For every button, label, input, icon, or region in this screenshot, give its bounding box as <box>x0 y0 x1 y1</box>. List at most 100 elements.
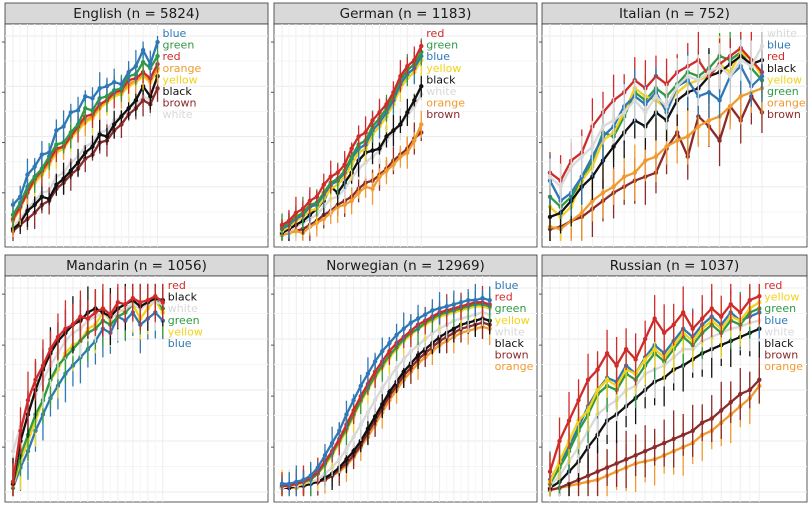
series-label-green: green <box>168 314 200 327</box>
series-red <box>279 40 424 232</box>
data-point <box>419 122 424 127</box>
data-point <box>759 43 765 49</box>
data-point <box>365 410 371 415</box>
plot-area <box>273 23 538 248</box>
data-point <box>68 110 74 115</box>
series-label-black: black <box>168 291 198 304</box>
data-point <box>706 118 712 123</box>
data-point <box>387 375 392 380</box>
data-point <box>674 138 680 143</box>
data-point <box>700 420 705 425</box>
data-point <box>351 449 356 454</box>
series-label-brown: brown <box>764 349 798 362</box>
data-point <box>643 158 648 163</box>
data-point <box>642 449 648 454</box>
data-point <box>717 138 722 143</box>
data-point <box>604 351 610 356</box>
series-label-orange: orange <box>426 97 465 110</box>
data-point <box>370 148 375 153</box>
data-point <box>119 122 124 127</box>
data-point <box>133 63 139 69</box>
series-label-orange: orange <box>767 97 806 110</box>
data-point <box>54 182 59 187</box>
data-point <box>444 304 449 309</box>
series-label-green: green <box>767 85 799 98</box>
data-point <box>32 202 37 208</box>
data-point <box>335 204 340 210</box>
data-point <box>380 385 385 391</box>
data-point <box>652 444 657 450</box>
data-point <box>480 296 485 301</box>
series-label-white: white <box>163 108 193 121</box>
data-point <box>286 218 292 224</box>
data-point <box>370 118 375 123</box>
data-point <box>419 84 424 89</box>
data-point <box>423 312 428 317</box>
series-label-red: red <box>767 50 785 63</box>
data-point <box>279 481 285 487</box>
data-point <box>372 369 378 374</box>
series-label-red: red <box>168 279 186 292</box>
series-white <box>547 31 765 210</box>
data-point <box>585 377 591 382</box>
data-point <box>55 334 61 340</box>
data-point <box>349 198 354 204</box>
data-point <box>621 110 627 115</box>
data-point <box>130 296 136 301</box>
data-point <box>398 154 403 159</box>
data-point <box>293 210 299 216</box>
data-point <box>126 106 131 111</box>
data-point <box>706 90 712 95</box>
data-point <box>643 110 648 115</box>
data-point <box>18 428 23 433</box>
panel-title: Russian (n = 1037) <box>610 258 740 274</box>
data-point <box>590 144 595 149</box>
data-point <box>25 208 30 214</box>
data-point <box>757 293 762 299</box>
series-label-yellow: yellow <box>163 73 198 86</box>
data-point <box>408 349 414 354</box>
data-point <box>717 63 722 69</box>
data-point <box>351 434 356 440</box>
data-point <box>611 184 616 189</box>
series-label-blue: blue <box>426 50 450 63</box>
data-point <box>155 53 160 59</box>
data-point <box>33 377 38 382</box>
data-point <box>614 363 619 368</box>
data-point <box>68 168 74 173</box>
data-point <box>61 124 66 129</box>
data-point <box>32 174 37 179</box>
data-point <box>401 357 406 362</box>
panel-5: Norwegian (n = 12969) blueredgreenyelloww… <box>271 254 538 503</box>
data-point <box>100 306 106 311</box>
data-point <box>661 440 667 446</box>
data-point <box>623 457 629 462</box>
data-point <box>145 298 151 303</box>
series-label-white: white <box>495 325 525 338</box>
data-point <box>365 426 371 431</box>
series-label-blue: blue <box>495 279 519 292</box>
data-point <box>18 194 23 199</box>
data-point <box>365 371 371 376</box>
data-point <box>342 162 347 167</box>
data-point <box>405 110 410 115</box>
data-point <box>40 363 46 368</box>
data-point <box>300 206 306 212</box>
data-point <box>642 336 648 342</box>
data-point <box>430 308 435 313</box>
data-point <box>430 330 435 336</box>
data-point <box>759 74 765 79</box>
data-point <box>349 146 354 151</box>
data-point <box>405 150 410 155</box>
panel-title: German (n = 1183) <box>340 6 472 22</box>
series-label-blue: blue <box>163 27 187 40</box>
data-point <box>412 104 417 109</box>
data-point <box>97 86 102 91</box>
series-label-orange: orange <box>764 360 803 373</box>
data-point <box>372 398 378 403</box>
data-point <box>696 124 701 129</box>
data-point <box>356 134 361 139</box>
series-label-brown: brown <box>495 349 529 362</box>
data-point <box>380 402 385 407</box>
series-label-yellow: yellow <box>495 314 530 327</box>
